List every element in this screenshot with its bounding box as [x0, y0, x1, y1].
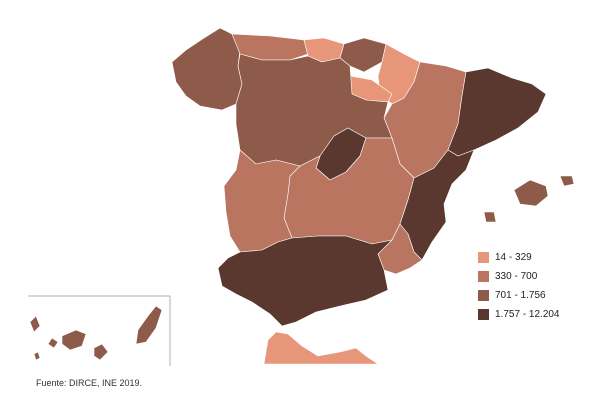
legend-item: 1.757 - 12.204 [478, 305, 560, 324]
legend-swatch [478, 290, 489, 301]
legend-item: 330 - 700 [478, 267, 560, 286]
region-baleares[interactable] [483, 175, 575, 223]
legend-label: 701 - 1.756 [495, 290, 546, 301]
region-galicia[interactable] [171, 27, 243, 111]
legend-swatch [478, 309, 489, 320]
source-note: Fuente: DIRCE, INE 2019. [36, 378, 143, 388]
legend-item: 14 - 329 [478, 248, 560, 267]
region-cataluna[interactable] [447, 67, 547, 157]
legend-swatch [478, 252, 489, 263]
legend-swatch [478, 271, 489, 282]
legend-label: 1.757 - 12.204 [495, 309, 560, 320]
map-legend: 14 - 329 330 - 700 701 - 1.756 1.757 - 1… [478, 248, 560, 324]
region-ceuta-melilla[interactable] [263, 331, 379, 365]
region-canarias[interactable] [29, 305, 163, 361]
region-andalucia[interactable] [217, 235, 393, 327]
legend-item: 701 - 1.756 [478, 286, 560, 305]
legend-label: 14 - 329 [495, 252, 532, 263]
legend-label: 330 - 700 [495, 271, 538, 282]
canarias-inset-frame [28, 295, 171, 366]
